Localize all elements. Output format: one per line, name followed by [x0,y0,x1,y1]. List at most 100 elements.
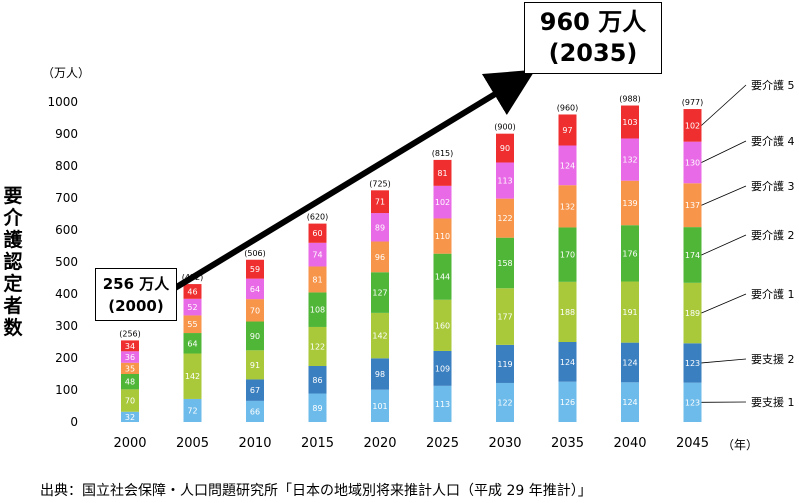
callout-2035: 960 万人 (2035) [524,2,662,74]
y-tick-label: 700 [55,191,78,205]
bar-segment [433,185,452,219]
x-axis-ticks: 2000 2005 2010 2015 2020 2025 2030 2035 2040 2045 [113,436,709,451]
bar-segment [558,381,577,422]
data-label: 34 [125,342,135,351]
x-tick-label: 2015 [301,436,334,451]
x-tick-label: 2035 [551,436,584,451]
callout-2000: 256 万人 (2000) [95,268,177,321]
data-label: 52 [187,303,197,312]
data-label: 132 [622,156,637,165]
bar-segment [183,284,202,299]
data-label: 124 [622,358,637,367]
bar-segment [621,105,639,139]
callout-2035-year: (2035) [548,39,638,67]
data-label: 64 [250,285,260,294]
data-label: 122 [310,342,325,351]
bar-segment [496,237,514,289]
data-label: 137 [685,201,700,210]
bar-segment [683,141,702,184]
bar-segment [621,342,639,383]
callout-2000-value: 256 万人 [102,275,170,293]
legend-leader-line [701,358,747,364]
bar-segment [558,114,577,146]
bar-segment [433,385,452,422]
bar-segment [308,223,327,243]
y-tick-label: 900 [55,127,78,141]
data-label: 74 [312,251,322,260]
data-label: 102 [685,121,700,130]
y-axis-unit: （万人） [42,66,91,80]
bar-segment [433,299,452,351]
y-tick-label: 500 [55,255,78,269]
data-label: 123 [685,398,700,407]
bar-segment [246,350,264,380]
total-label: (620) [307,213,329,222]
data-label: 110 [435,232,450,241]
bar-segment [308,266,327,293]
data-label: 60 [312,229,322,238]
data-label: 90 [250,332,260,341]
y-axis-ticks: 0 100 200 300 400 500 600 700 800 900 1000 [47,95,78,429]
legend-item: 要介護 3 [751,179,795,193]
y-tick-label: 400 [55,287,78,301]
bars-group: 327048353634(256)7214264555246(432)66679… [119,95,703,422]
bar-segment [558,342,577,382]
bar-segment [683,109,702,142]
bar-segment [621,382,639,422]
data-label: 191 [622,308,637,317]
total-label: (988) [619,95,641,104]
data-label: 32 [125,413,135,422]
bar-segment [183,333,202,354]
x-tick-label: 2005 [176,436,209,451]
total-label: (256) [119,329,141,338]
total-label: (900) [494,123,516,132]
data-label: 132 [560,202,575,211]
data-label: 176 [622,249,637,258]
bar-segment [371,190,389,214]
legend-item: 要介護 1 [751,287,795,301]
data-label: 123 [685,359,700,368]
data-label: 130 [685,158,700,167]
x-tick-label: 2045 [676,436,709,451]
bar-segment [558,227,577,282]
data-label: 113 [435,400,450,409]
data-label: 170 [560,251,575,260]
data-label: 98 [375,370,385,379]
data-label: 67 [250,386,260,395]
data-label: 90 [500,144,510,153]
data-label: 158 [497,259,512,268]
y-tick-label: 600 [55,223,78,237]
data-label: 97 [562,126,572,135]
bar-segment [308,393,327,422]
data-label: 124 [560,161,575,170]
data-label: 86 [312,376,322,385]
bar-segment [621,281,639,343]
bar-segment [121,411,139,422]
legend-item: 要支援 2 [751,352,795,366]
data-label: 35 [125,364,135,373]
bar-segment [183,298,202,316]
bar-segment [183,353,202,399]
bar-segment [246,321,264,351]
bar-segment [621,180,639,226]
total-label: (815) [432,149,454,158]
data-label: 177 [497,313,512,322]
data-label: 139 [622,199,637,208]
data-label: 124 [560,358,575,367]
bar-segment [371,389,389,422]
bar-segment [683,343,702,383]
bar-segment [371,213,389,242]
bar-segment [496,162,514,199]
growth-arrow [173,69,536,291]
bar-segment [683,227,702,283]
y-tick-label: 100 [55,383,78,397]
data-label: 66 [250,407,260,416]
x-tick-label: 2010 [238,436,271,451]
data-label: 108 [310,306,325,315]
x-tick-label: 2030 [488,436,521,451]
bar-segment [246,299,264,322]
data-label: 96 [375,253,385,262]
legend-leader-line [701,140,747,163]
legend: 要支援 1 要支援 2 要介護 1 要介護 2 要介護 3 要介護 4 要介護 5 [701,78,795,409]
